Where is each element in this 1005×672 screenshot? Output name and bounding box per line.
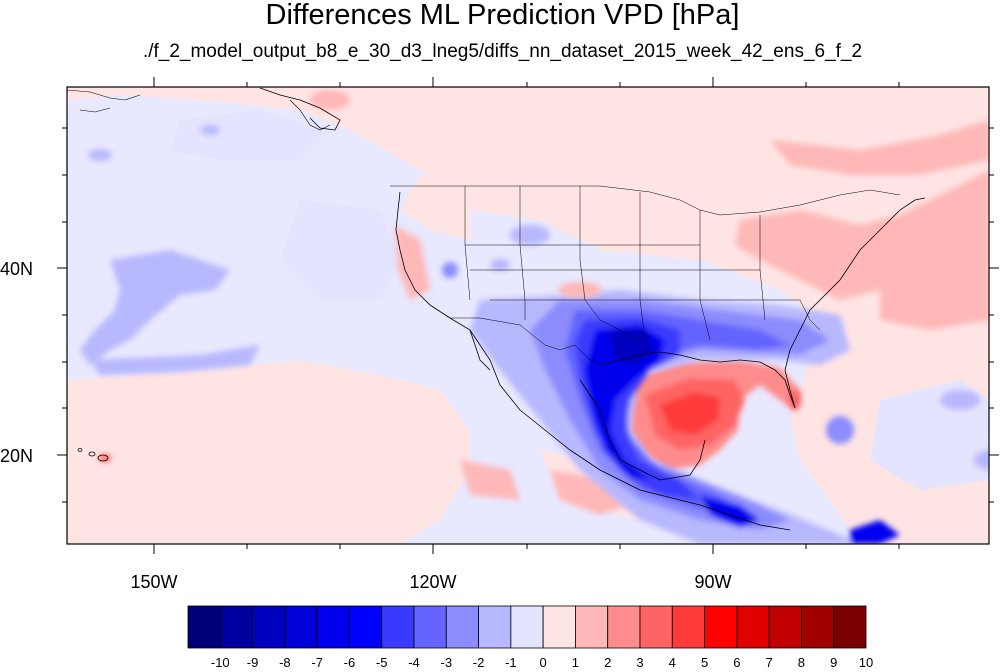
colorbar-tick-label: 3 — [636, 655, 644, 670]
colorbar-box — [349, 605, 383, 649]
lon-label-90w: 90W — [694, 572, 732, 592]
colorbar-tick-label: 1 — [571, 655, 580, 670]
colorbar-tick-label: 7 — [765, 655, 773, 670]
coastlines — [77, 87, 926, 531]
colorbar-box — [607, 605, 641, 649]
colorbar-tick-label: 2 — [604, 655, 612, 670]
colorbar-tick-label: -5 — [375, 655, 388, 670]
colorbar-tick-label: -8 — [279, 655, 291, 670]
colorbar-tick-label: 5 — [700, 655, 709, 670]
colorbar-tick-label: -4 — [408, 655, 420, 670]
colorbar-box — [413, 605, 447, 649]
moderate-positive-areas — [395, 120, 989, 515]
map-figure — [57, 77, 999, 554]
lat-label-20n: 20N — [0, 446, 34, 466]
colorbar-box — [316, 605, 350, 649]
colorbar-tick-label: -3 — [440, 655, 453, 670]
colorbar-tick-label: -6 — [343, 655, 356, 670]
colorbar-box — [478, 605, 512, 649]
colorbar-tick-label: 4 — [668, 655, 676, 670]
colorbar-box — [801, 605, 835, 649]
colorbar-tick-label: 10 — [858, 655, 874, 670]
alaska-coast — [67, 89, 331, 131]
colorbar-box — [445, 605, 479, 649]
colorbar-box — [575, 605, 609, 649]
colorbar-box — [219, 605, 253, 649]
lat-label-40n: 40N — [0, 259, 34, 279]
colorbar-box — [252, 605, 286, 649]
lon-label-150w: 150W — [130, 572, 178, 592]
colorbar-box — [639, 605, 673, 649]
colorbar-box — [671, 605, 705, 649]
colorbar-tick-label: -1 — [505, 655, 517, 670]
colorbar-tick-label: -10 — [210, 655, 230, 670]
colorbar-box — [510, 605, 544, 649]
colorbar-box — [736, 605, 770, 649]
chart-title: Differences ML Prediction VPD [hPa] — [265, 0, 740, 31]
colorbar-tick-label: 8 — [797, 655, 806, 670]
chart-subtitle: ./f_2_model_output_b8_e_30_d3_lneg5/diff… — [142, 41, 863, 62]
colorbar-box — [768, 605, 802, 649]
colorbar-tick-label: -2 — [472, 655, 485, 670]
colorbar-box — [833, 605, 867, 649]
colorbar-box — [542, 605, 576, 649]
colorbar-box — [381, 605, 415, 649]
colorbar-tick-label: 9 — [830, 655, 838, 670]
colorbar-box — [284, 605, 318, 649]
colorbar-box — [704, 605, 738, 649]
pacific-negative-swirl — [80, 250, 260, 375]
colorbar-tick-label: -7 — [311, 655, 323, 670]
lon-label-120w: 120W — [409, 572, 457, 592]
political-borders — [390, 185, 901, 366]
colorbar-tick-label: -9 — [246, 655, 259, 670]
axis-ticks — [57, 77, 999, 554]
colorbar-box — [187, 605, 221, 649]
colorbar-tick-label: 0 — [539, 655, 547, 670]
colorbar-tick-label: 6 — [733, 655, 741, 670]
gulf-positive-anomaly — [630, 360, 800, 470]
